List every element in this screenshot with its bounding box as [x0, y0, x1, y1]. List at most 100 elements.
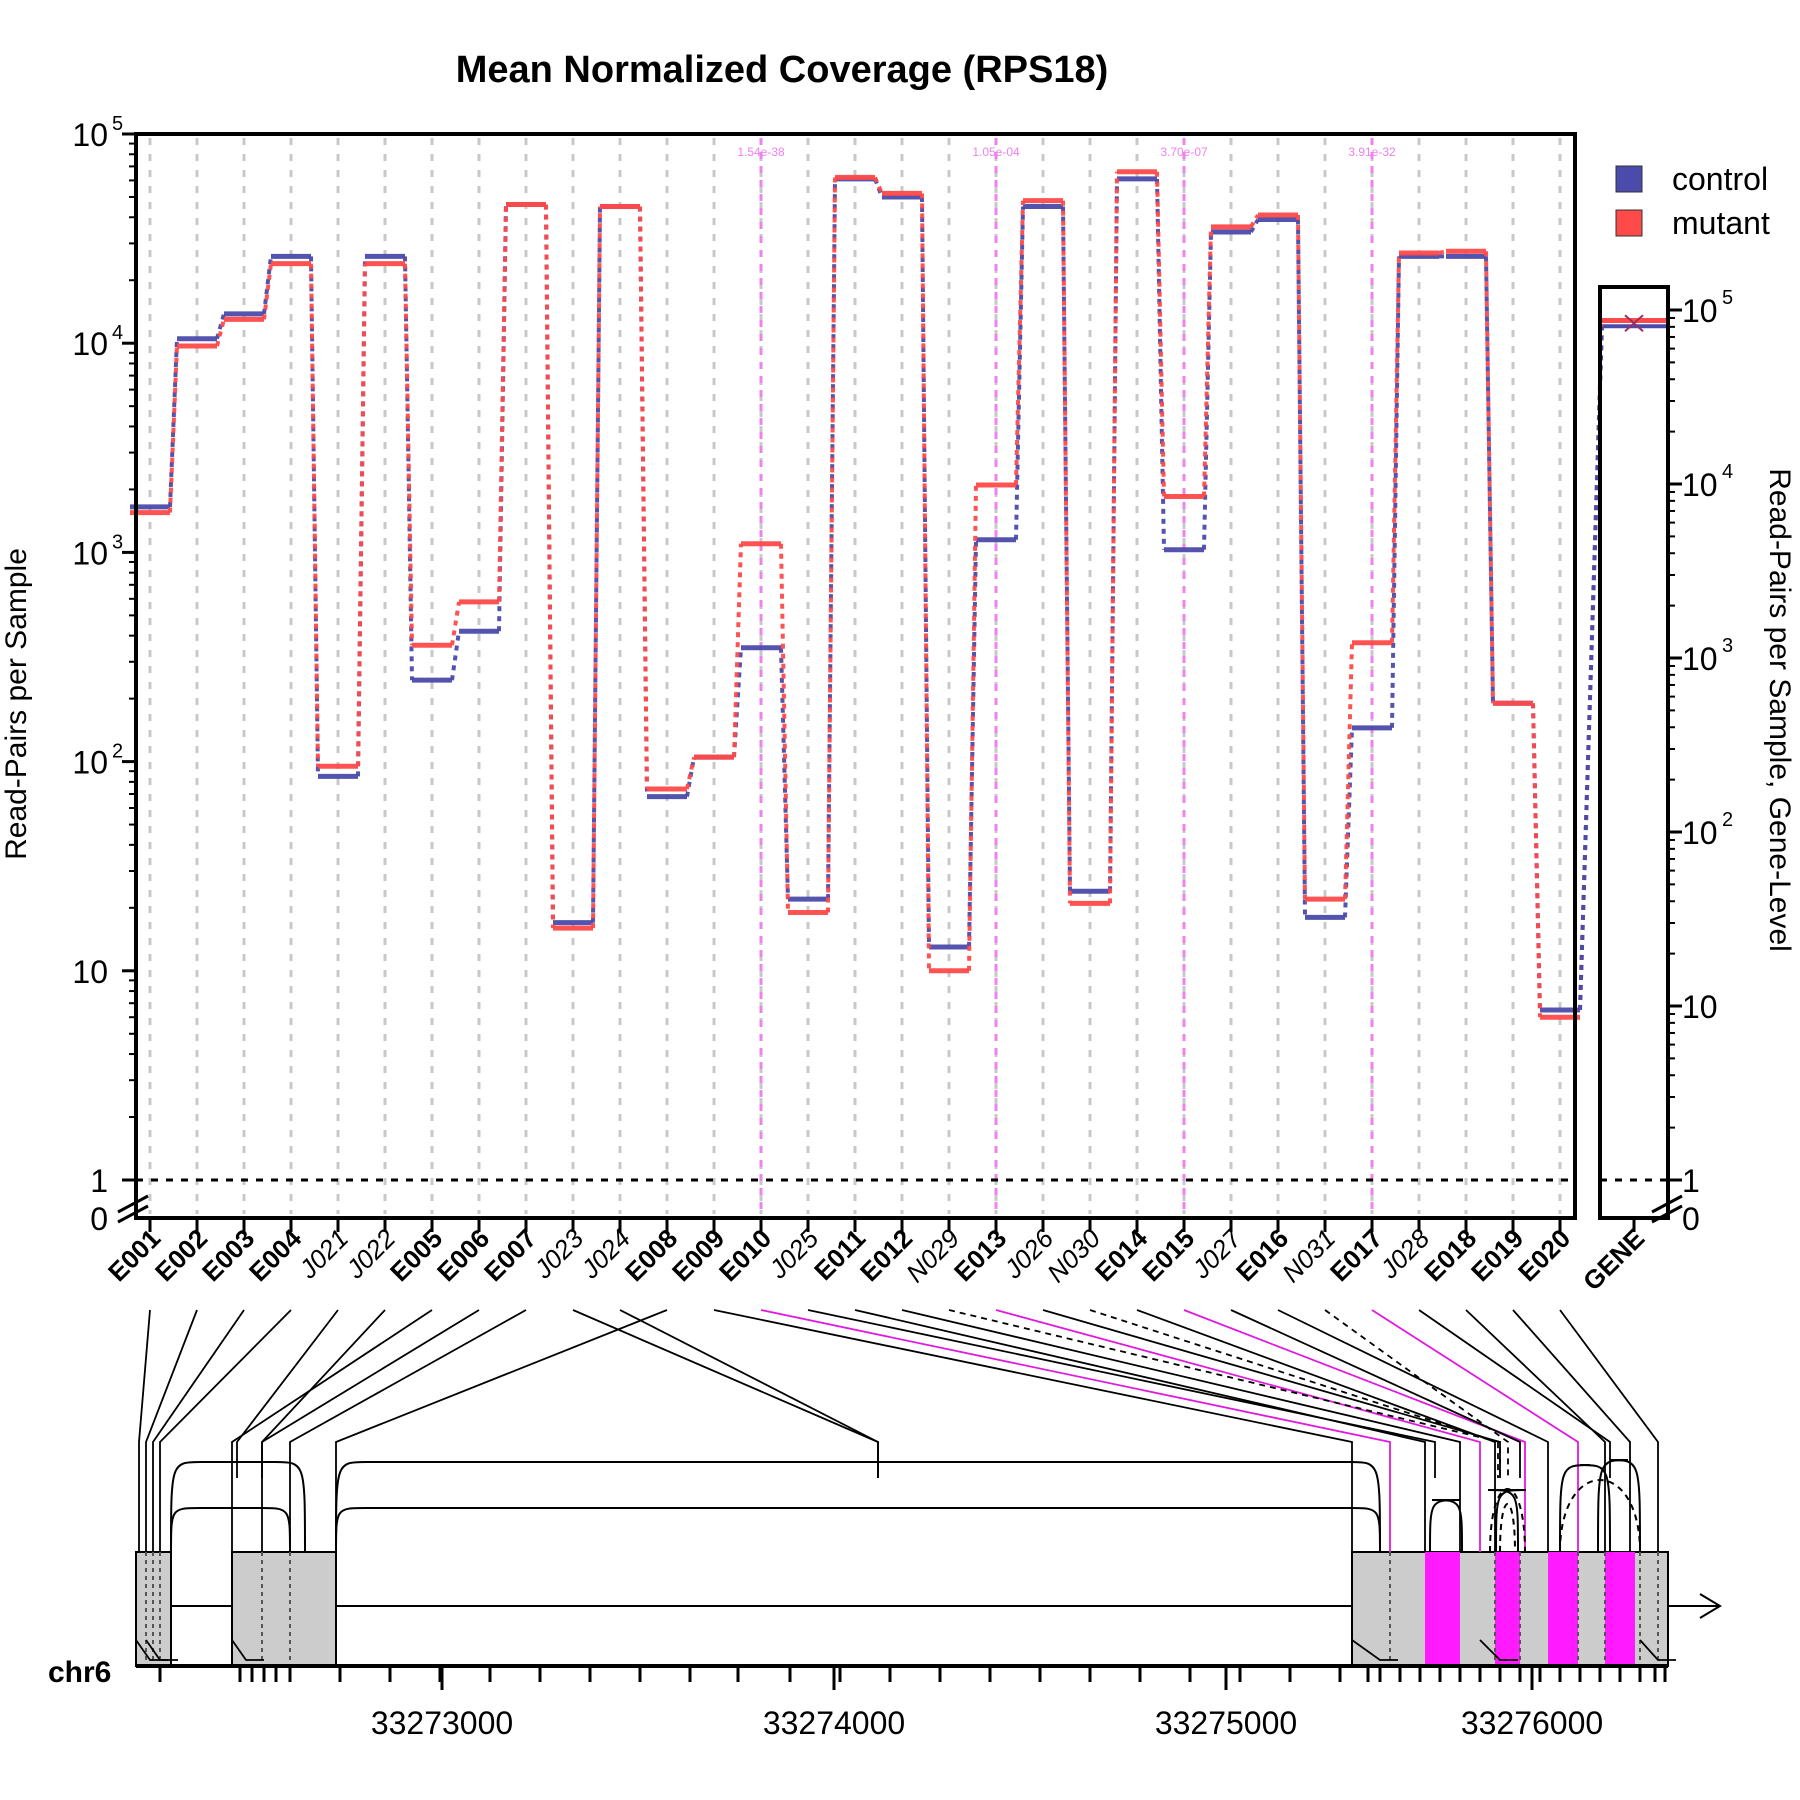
y-tick-sup-1: 4: [112, 322, 123, 344]
gene-axis-break-2: [1651, 1204, 1683, 1224]
genome-tick-label-0: 33273000: [371, 1705, 513, 1741]
junction-arc-j028: [1597, 1459, 1641, 1553]
axis-break-1: [117, 1194, 149, 1214]
mutant-connector-j023: [591, 206, 602, 929]
gene-axis-break-1: [1651, 1194, 1683, 1214]
connector-e008: [335, 1309, 668, 1552]
connector-j025: [807, 1309, 1436, 1478]
connector-e019: [1512, 1309, 1631, 1552]
right-y-tick-sup-1: 4: [1722, 461, 1733, 483]
mutant-connector-e011: [873, 176, 884, 195]
junction-arc-j021: [170, 1461, 306, 1553]
x-label-e001: E001: [102, 1223, 166, 1287]
chromosome-label: chr6: [48, 1656, 111, 1689]
junction-arc-j022: [170, 1507, 291, 1553]
connector-n029: [948, 1309, 1501, 1478]
x-label-e018: E018: [1418, 1223, 1482, 1287]
gridlines: [148, 138, 1562, 1214]
y-tick-label-3: 10: [72, 745, 108, 781]
control-connector-e001: [168, 338, 179, 507]
mutant-connector-j027: [1249, 213, 1260, 228]
x-label-e011: E011: [808, 1223, 871, 1286]
genome-tick-label-1: 33274000: [763, 1705, 905, 1741]
mutant-connector-e014: [1155, 171, 1166, 497]
connector-e001: [138, 1309, 151, 1552]
sig-pvalue-e013: 1.05e-04: [972, 145, 1020, 159]
connector-e002: [145, 1309, 198, 1552]
mutant-connector-n031: [1343, 642, 1354, 900]
mutant-connector-e007: [544, 204, 555, 929]
legend-label-control: control: [1672, 161, 1768, 197]
significant-exon-region-3: [1548, 1552, 1578, 1666]
mutant-connector-j026: [1061, 200, 1072, 904]
right-y-tick-label-2: 10: [1682, 641, 1718, 677]
mutant-connector-n029: [967, 484, 978, 971]
connector-j028: [1418, 1309, 1611, 1478]
right-y-tick-sup-3: 2: [1722, 809, 1733, 831]
x-label-e002: E002: [149, 1223, 213, 1287]
control-connector-n029: [967, 539, 978, 947]
y-tick-label-1: 10: [72, 326, 108, 362]
mutant-connector-e016: [1296, 214, 1307, 900]
x-label-e009: E009: [666, 1223, 730, 1287]
x-label-gene: GENE: [1577, 1223, 1650, 1296]
mutant-connector-e017: [1390, 252, 1401, 643]
mutant-connector-e010: [779, 543, 790, 913]
control-connector-j027: [1249, 218, 1260, 233]
legend-swatch-control: [1615, 165, 1643, 193]
control-connector-e010: [779, 647, 790, 900]
right-y-tick-label-5: 1: [1682, 1163, 1700, 1199]
x-label-e013: E013: [948, 1223, 1012, 1287]
x-label-e008: E008: [619, 1223, 683, 1287]
control-connector-e018: [1484, 256, 1495, 704]
significant-exon-region-1: [1425, 1552, 1460, 1666]
y-tick-sup-0: 5: [112, 113, 123, 135]
x-label-n029: N029: [900, 1223, 965, 1288]
connector-e006: [261, 1309, 480, 1552]
x-label-j024: J024: [574, 1223, 636, 1285]
axis-break-2: [117, 1204, 149, 1224]
x-label-e006: E006: [431, 1223, 495, 1287]
junction-arc-j025: [1429, 1499, 1463, 1553]
connector-e016: [1277, 1309, 1549, 1552]
connector-e004: [159, 1309, 292, 1552]
connector-j022: [261, 1309, 386, 1478]
gene-marker-x: [1624, 314, 1644, 333]
novel-junction-arc-2: [1499, 1503, 1516, 1553]
sig-pvalue-e015: 3.70e-07: [1160, 145, 1208, 159]
axis-connector-5: [1639, 1639, 1676, 1661]
sig-pvalue-e010: 1.54e-38: [737, 145, 785, 159]
mutant-connector-e006: [497, 204, 508, 602]
series-lines: [130, 169, 1666, 1020]
mutant-connector-j025: [826, 177, 837, 913]
feature-labels: E001E002E003E004J021J022E005E006E007J023…: [102, 1222, 1650, 1296]
x-label-e014: E014: [1089, 1223, 1154, 1288]
x-label-e020: E020: [1512, 1223, 1576, 1287]
significance-markers: 1.54e-38 1.05e-04 3.70e-07 3.91e-32: [737, 138, 1396, 1214]
y-tick-label-4: 10: [72, 954, 108, 990]
junction-arc-j026: [1487, 1489, 1527, 1553]
x-label-e007: E007: [478, 1223, 542, 1287]
y-tick-sup-2: 3: [112, 531, 123, 553]
mutant-connector-j028: [1438, 249, 1447, 255]
right-y-tick-label-4: 10: [1682, 989, 1718, 1025]
sig-pvalue-e017: 3.91e-32: [1348, 145, 1396, 159]
significant-exon-region-2: [1495, 1552, 1520, 1666]
x-label-j023: J023: [527, 1223, 589, 1285]
mutant-connector-j022: [403, 263, 414, 646]
genome-tick-label-3: 33276000: [1461, 1705, 1603, 1741]
x-label-e019: E019: [1465, 1223, 1529, 1287]
x-label-n030: N030: [1041, 1223, 1107, 1289]
y-tick-label-5: 1: [90, 1163, 108, 1199]
control-connector-e015: [1202, 231, 1213, 550]
x-label-e016: E016: [1230, 1223, 1294, 1287]
connector-e010: [760, 1309, 1391, 1552]
chart-title: Mean Normalized Coverage (RPS18): [456, 49, 1109, 91]
exon-block-2: [231, 1551, 337, 1667]
novel-junction-arc-1: [1489, 1488, 1526, 1553]
x-label-e005: E005: [384, 1223, 448, 1287]
right-y-tick-label-0: 10: [1682, 293, 1718, 329]
x-label-e004: E004: [243, 1223, 308, 1288]
